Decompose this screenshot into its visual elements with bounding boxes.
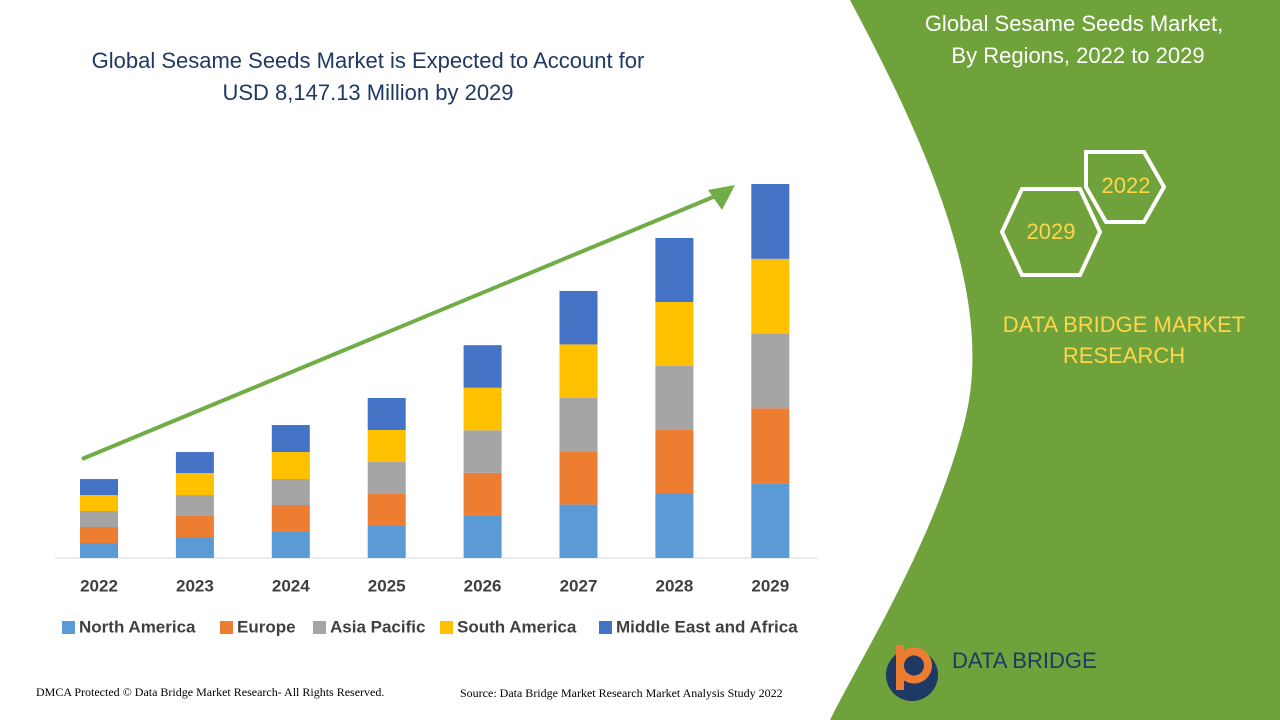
- bar-segment: [463, 515, 502, 558]
- footer-right: Source: Data Bridge Market Research Mark…: [460, 686, 783, 700]
- legend-swatch: [440, 621, 453, 634]
- bar-segment: [655, 301, 694, 366]
- bar-segment: [175, 516, 214, 538]
- brand-text: RESEARCH: [1063, 343, 1185, 368]
- bar-segment: [271, 505, 310, 533]
- bar-segment: [751, 258, 790, 334]
- bar-segment: [367, 493, 406, 526]
- x-tick-label: 2027: [560, 576, 598, 595]
- legend-label: South America: [457, 617, 577, 636]
- bar-segment: [751, 483, 790, 558]
- bar-segment: [655, 365, 694, 430]
- bar-segment: [463, 430, 502, 473]
- legend-swatch: [313, 621, 326, 634]
- bar-segment: [80, 495, 118, 512]
- hexagon: [999, 187, 1103, 277]
- bar-segment: [80, 542, 118, 558]
- bar-segment: [271, 479, 310, 506]
- bar-segment: [271, 452, 310, 480]
- bar-segment: [80, 479, 118, 496]
- x-tick-label: 2022: [80, 576, 118, 595]
- logo-mark: [896, 645, 932, 690]
- bar-segment: [751, 333, 790, 409]
- legend-swatch: [62, 621, 75, 634]
- chart-title: Global Sesame Seeds Market is Expected t…: [92, 48, 645, 73]
- bar-segment: [559, 451, 598, 505]
- bar-segment: [559, 290, 598, 345]
- legend-label: North America: [79, 617, 196, 636]
- legend-swatch: [220, 621, 233, 634]
- logo-mark: [886, 649, 938, 701]
- bar-segment: [559, 397, 598, 452]
- footer-left: DMCA Protected © Data Bridge Market Rese…: [36, 685, 384, 699]
- logo-text: DATA BRIDGE: [952, 648, 1097, 673]
- bar-segment: [367, 525, 406, 558]
- bar-segment: [559, 344, 598, 398]
- bar-segment: [367, 429, 406, 462]
- bar-segment: [175, 452, 214, 474]
- legend-label: Asia Pacific: [330, 617, 425, 636]
- hexagon: [1084, 150, 1167, 224]
- bar-segment: [751, 408, 790, 484]
- x-tick-label: 2028: [655, 576, 693, 595]
- x-tick-label: 2024: [272, 576, 310, 595]
- bar-segment: [559, 504, 598, 558]
- bar-segment: [271, 532, 310, 558]
- bar-segment: [175, 495, 214, 517]
- bar-segment: [80, 527, 118, 543]
- x-tick-label: 2026: [464, 576, 502, 595]
- brand-text: DATA BRIDGE MARKET: [1003, 312, 1245, 337]
- arrow-head: [708, 185, 735, 210]
- bar-segment: [175, 537, 214, 558]
- panel-title: By Regions, 2022 to 2029: [951, 43, 1204, 68]
- x-tick-label: 2025: [368, 576, 406, 595]
- bar-segment: [655, 429, 694, 494]
- bar-segment: [655, 493, 694, 558]
- bar-segment: [175, 473, 214, 496]
- bar-segment: [367, 461, 406, 494]
- side-panel: [830, 0, 1280, 720]
- bar-segment: [463, 472, 502, 516]
- panel-title: Global Sesame Seeds Market,: [925, 11, 1223, 36]
- bar-segment: [463, 387, 502, 431]
- hex-label: 2022: [1102, 173, 1151, 198]
- bar-segment: [367, 397, 406, 430]
- bar-segment: [463, 345, 502, 388]
- x-tick-label: 2023: [176, 576, 214, 595]
- x-tick-label: 2029: [751, 576, 789, 595]
- bar-segment: [655, 237, 694, 302]
- legend-swatch: [599, 621, 612, 634]
- bar-segment: [271, 425, 310, 453]
- hex-label: 2029: [1027, 219, 1076, 244]
- bar-segment: [751, 184, 790, 259]
- trend-arrow: [81, 193, 719, 461]
- bar-segment: [80, 511, 118, 528]
- chart-title: USD 8,147.13 Million by 2029: [222, 80, 513, 105]
- legend-label: Europe: [237, 617, 296, 636]
- legend-label: Middle East and Africa: [616, 617, 798, 636]
